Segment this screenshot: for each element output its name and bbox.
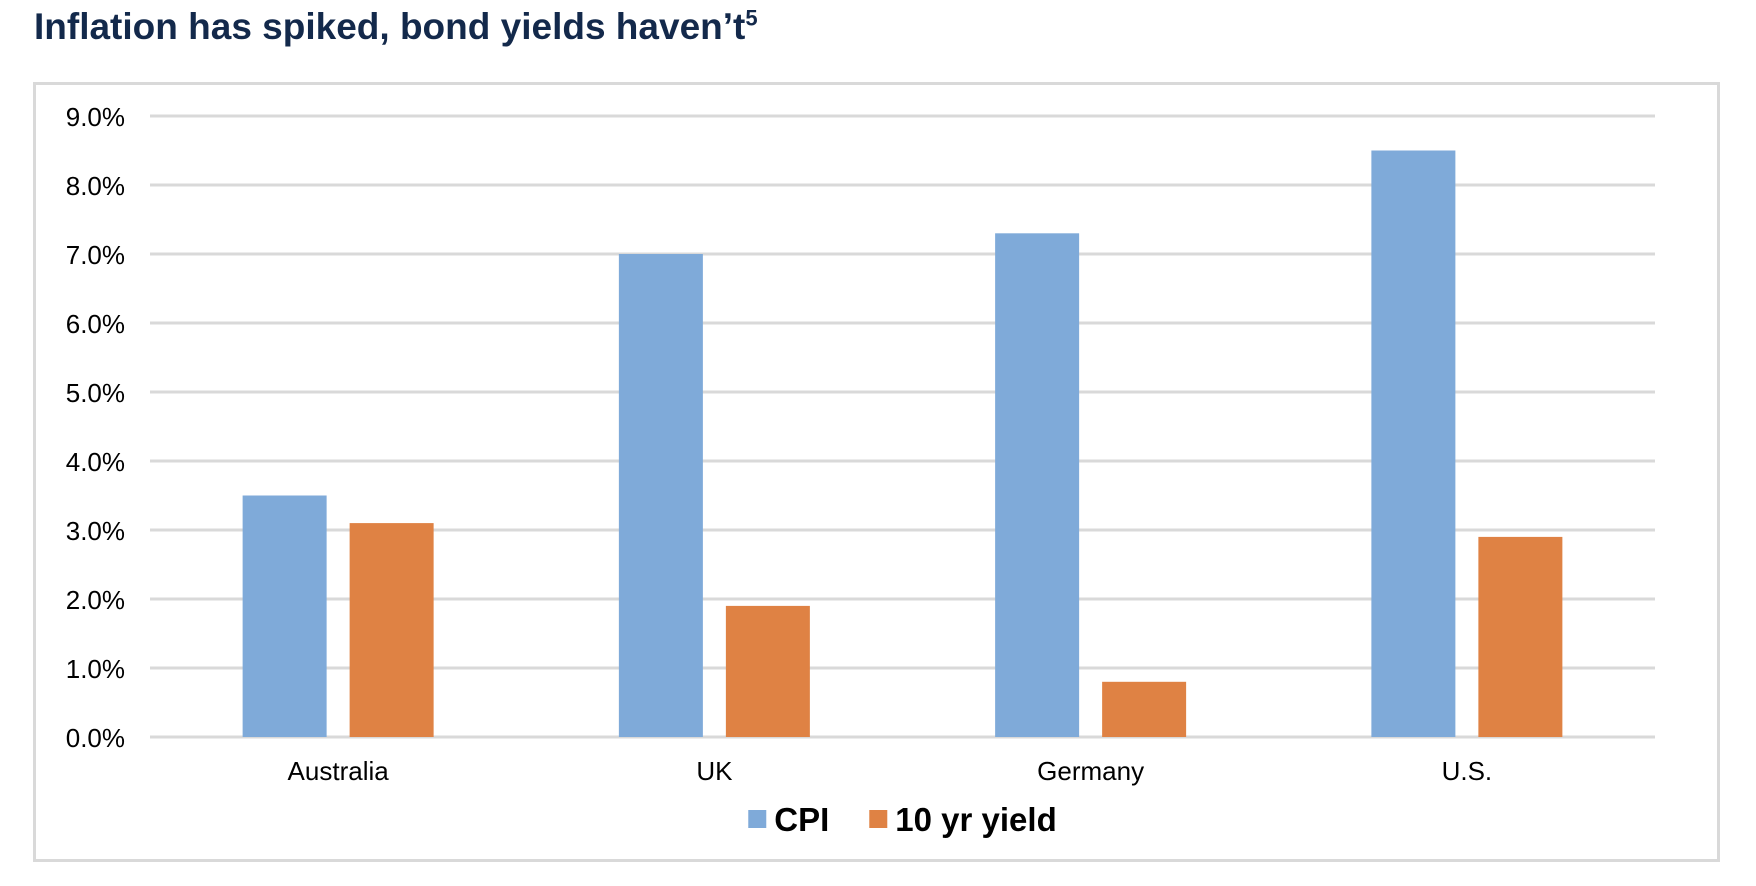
bar-10-yr-yield-australia <box>349 523 434 737</box>
legend-item-cpi: CPI <box>748 801 829 838</box>
legend-swatch <box>748 810 767 828</box>
y-tick-label: 4.0% <box>66 447 125 477</box>
legend-swatch <box>869 810 888 828</box>
bar-cpi-germany <box>995 233 1080 738</box>
legend-label: CPI <box>774 801 829 838</box>
y-tick-label: 5.0% <box>66 378 125 408</box>
y-tick-label: 8.0% <box>66 171 125 201</box>
bar-10-yr-yield-germany <box>1102 681 1187 737</box>
bar-cpi-uk <box>618 254 703 737</box>
bar-10-yr-yield-uk <box>725 605 810 737</box>
y-axis-tick-labels: 0.0% 1.0% 2.0% 3.0% 4.0% 5.0% 6.0% 7.0% 8.0% 9.0% <box>66 102 125 753</box>
y-tick-label: 1.0% <box>66 654 125 684</box>
x-axis-category-labels: Australia UK Germany U.S. <box>288 756 1493 786</box>
legend-label: 10 yr yield <box>895 801 1056 838</box>
title-footnote-marker: 5 <box>745 5 758 31</box>
y-tick-label: 7.0% <box>66 240 125 270</box>
x-category-label: U.S. <box>1442 756 1493 786</box>
y-tick-label: 3.0% <box>66 516 125 546</box>
page-title: Inflation has spiked, bond yields haven’… <box>34 6 758 48</box>
bar-10-yr-yield-u-s- <box>1478 536 1563 737</box>
legend-item-10-yr-yield: 10 yr yield <box>869 801 1057 838</box>
legend: CPI 10 yr yield <box>748 801 1057 838</box>
y-tick-label: 9.0% <box>66 102 125 132</box>
y-tick-label: 6.0% <box>66 309 125 339</box>
x-category-label: Germany <box>1037 756 1144 786</box>
bars <box>242 150 1563 738</box>
x-category-label: UK <box>696 756 733 786</box>
y-tick-label: 0.0% <box>66 723 125 753</box>
bar-cpi-australia <box>242 495 327 737</box>
y-tick-label: 2.0% <box>66 585 125 615</box>
x-category-label: Australia <box>288 756 390 786</box>
page-title-text: Inflation has spiked, bond yields haven’… <box>34 6 746 47</box>
bar-cpi-u-s- <box>1371 150 1456 737</box>
